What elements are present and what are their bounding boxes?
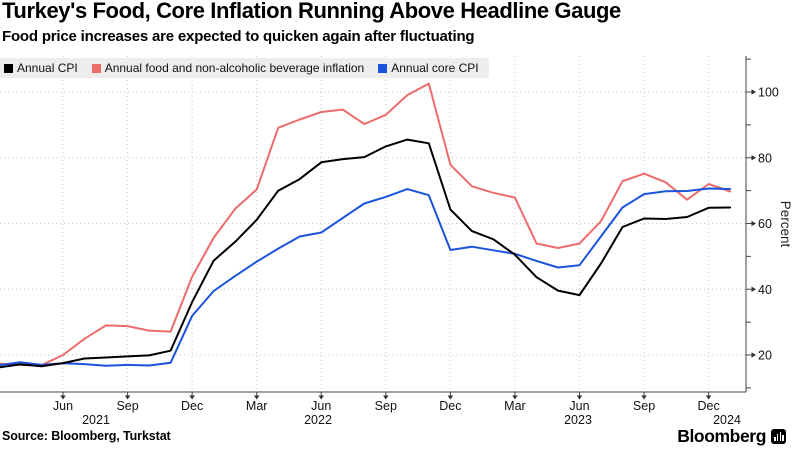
svg-text:80: 80 — [758, 151, 772, 165]
svg-text:Dec: Dec — [181, 399, 203, 413]
legend-label: Annual food and non-alcoholic beverage i… — [104, 61, 365, 75]
legend-item-core-cpi: Annual core CPI — [378, 61, 479, 75]
svg-text:2022: 2022 — [304, 413, 332, 427]
svg-text:Percent: Percent — [778, 201, 793, 248]
svg-text:Jun: Jun — [53, 399, 73, 413]
svg-text:2024: 2024 — [713, 413, 741, 427]
svg-text:2021: 2021 — [82, 413, 110, 427]
bloomberg-wordmark: Bloomberg — [677, 426, 766, 446]
source-note: Source: Bloomberg, Turkstat — [2, 429, 171, 443]
svg-text:Dec: Dec — [697, 399, 719, 413]
legend-label: Annual core CPI — [391, 61, 479, 75]
bloomberg-logo-icon — [771, 429, 786, 444]
svg-text:Sep: Sep — [375, 399, 397, 413]
svg-text:20: 20 — [758, 349, 772, 363]
svg-text:Mar: Mar — [504, 399, 526, 413]
svg-text:2023: 2023 — [564, 413, 592, 427]
svg-text:Dec: Dec — [439, 399, 461, 413]
legend-swatch-red-icon — [91, 63, 101, 73]
legend-swatch-black-icon — [4, 63, 13, 73]
legend-swatch-blue-icon — [378, 63, 388, 73]
svg-text:Jun: Jun — [569, 399, 589, 413]
page-title: Turkey's Food, Core Inflation Running Ab… — [2, 0, 621, 23]
bloomberg-branding: Bloomberg — [677, 426, 786, 447]
legend-label: Annual CPI — [17, 61, 78, 75]
svg-text:60: 60 — [758, 217, 772, 231]
chart-legend: Annual CPI Annual food and non-alcoholic… — [0, 58, 489, 78]
legend-item-food-inflation: Annual food and non-alcoholic beverage i… — [91, 61, 365, 75]
svg-text:Sep: Sep — [116, 399, 138, 413]
chart-subtitle: Food price increases are expected to qui… — [2, 28, 475, 45]
legend-item-annual-cpi: Annual CPI — [4, 61, 78, 75]
svg-text:40: 40 — [758, 283, 772, 297]
svg-text:100: 100 — [758, 86, 779, 100]
svg-text:Sep: Sep — [633, 399, 655, 413]
svg-text:Mar: Mar — [246, 399, 268, 413]
svg-text:Jun: Jun — [311, 399, 331, 413]
